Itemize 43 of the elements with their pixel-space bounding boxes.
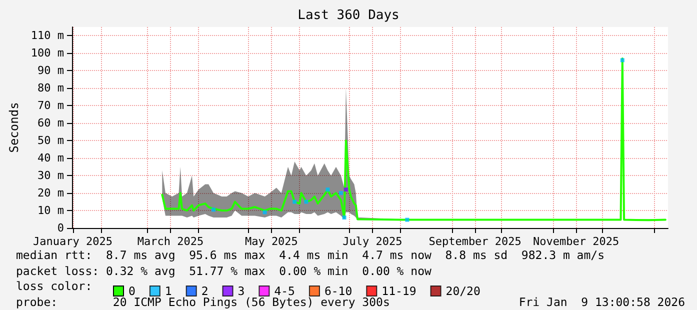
legend-label: 11-19: [382, 284, 416, 298]
x-tick-label: May 2025: [244, 235, 298, 248]
x-tick-label: November 2025: [533, 235, 620, 248]
point: [292, 200, 297, 204]
point: [262, 210, 267, 214]
point: [405, 218, 410, 222]
chart-title: Last 360 Days: [298, 8, 400, 23]
legend-label: 1: [164, 284, 172, 298]
legend-label: 20/20: [446, 284, 480, 298]
x-tick-label: September 2025: [428, 235, 522, 248]
y-tick-label: 70 m: [38, 99, 64, 112]
y-tick-label: 100 m: [30, 46, 64, 60]
x-tick-label: January 2025: [33, 235, 113, 248]
y-tick-label: 0: [57, 222, 64, 234]
point: [344, 188, 348, 192]
y-tick-label: 10 m: [38, 204, 64, 218]
y-tick-label: 20 m: [38, 186, 64, 200]
point: [211, 208, 216, 212]
text: packet loss: 0.32 % avg 51.77 % max 0.00 % min 0.00 % now: [16, 264, 432, 278]
y-tick-label: 60 m: [38, 116, 64, 130]
point: [326, 188, 330, 192]
y-axis-title: Seconds: [7, 102, 21, 153]
legend-label: 2: [201, 284, 208, 298]
text: median rtt: 8.7 ms avg 95.6 ms max 4.4 ms min 4.7 ms now 8.8 ms sd 982.3 m am/s: [16, 248, 605, 262]
y-tick-label: 90 m: [38, 64, 64, 78]
y-tick-label: 30 m: [38, 169, 64, 182]
point: [338, 191, 343, 196]
y-tick-label: 80 m: [38, 82, 64, 95]
point: [620, 58, 624, 62]
legend-label: 4-5: [274, 284, 295, 298]
y-tick-label: 40 m: [38, 152, 64, 165]
x-tick-label: March 2025: [137, 235, 204, 248]
point: [304, 200, 308, 204]
legend-label: 6-10: [324, 284, 352, 298]
legend-title: loss color:: [16, 279, 92, 293]
y-tick-label: 110 m: [30, 29, 64, 42]
text: probe: 20 ICMP Echo Pings (56 Bytes) every 300s: [16, 295, 390, 309]
legend-label: 0: [128, 284, 136, 298]
x-tick-label: July 2025: [342, 235, 402, 248]
y-tick-label: 50 m: [38, 134, 64, 148]
point: [342, 216, 346, 220]
text: Fri Jan 9 13:00:58 2026: [518, 295, 685, 309]
legend-label: 3: [238, 284, 245, 298]
